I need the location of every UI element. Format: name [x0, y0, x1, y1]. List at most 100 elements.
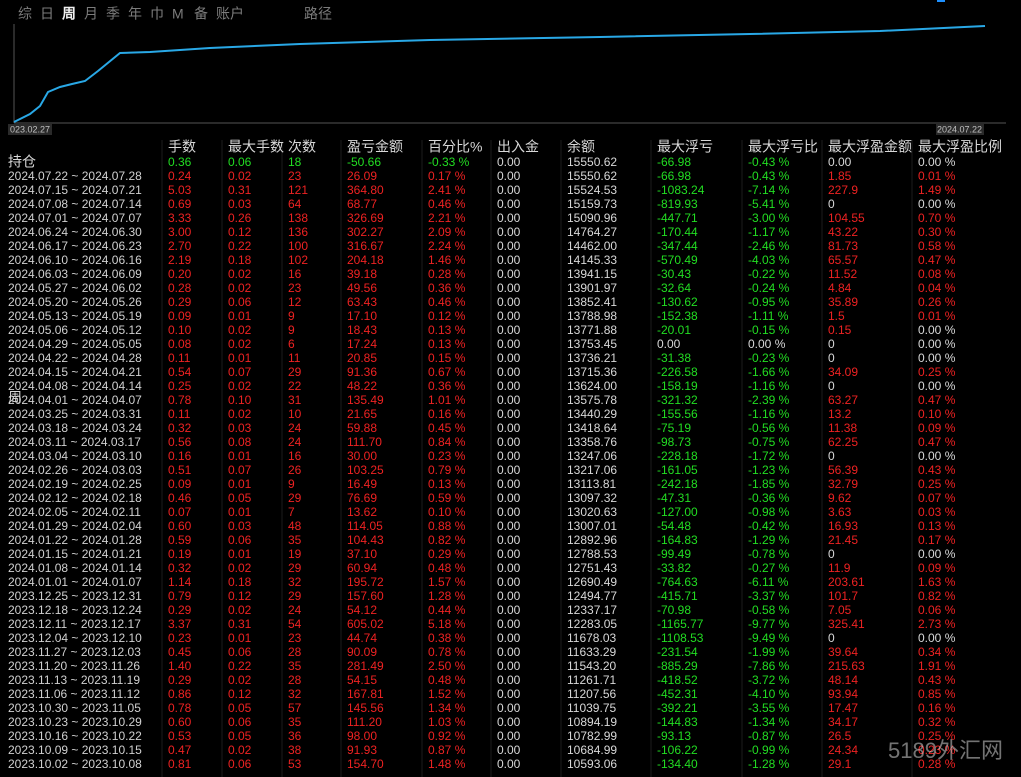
table-cell: 16: [288, 267, 302, 281]
table-cell: 19: [288, 547, 302, 561]
table-cell: 13.62: [347, 505, 377, 519]
table-cell: 0.03: [228, 421, 252, 435]
period-cell: 2024.04.22 ~ 2024.04.28: [8, 351, 142, 365]
table-cell: -885.29: [657, 659, 698, 673]
table-cell: 17.24: [347, 337, 377, 351]
table-cell: 0.01: [228, 449, 252, 463]
tab[interactable]: 路径: [304, 6, 332, 22]
table-cell: -155.56: [657, 407, 698, 421]
table-cell: 0.32: [168, 561, 192, 575]
table-cell: -0.36 %: [748, 491, 790, 505]
table-cell: 63.27: [828, 393, 858, 407]
table-cell: 53: [288, 757, 302, 771]
table-cell: 2.21 %: [428, 211, 466, 225]
table-cell: 111.70: [347, 435, 382, 449]
table-cell: 1.48 %: [428, 757, 466, 771]
table-cell: -226.58: [657, 365, 698, 379]
table-cell: 62.25: [828, 435, 858, 449]
table-cell: -0.58 %: [748, 603, 790, 617]
table-cell: -1.99 %: [748, 645, 790, 659]
table-cell: 0: [828, 379, 835, 393]
equity-curve-panel: 023.02.27 2024.07.22: [8, 24, 1006, 135]
period-cell: 2024.04.08 ~ 2024.04.14: [8, 379, 142, 393]
table-cell: -321.32: [657, 393, 698, 407]
table-cell: 0: [828, 337, 835, 351]
table-cell: 38: [288, 743, 302, 757]
tab[interactable]: 账户: [216, 6, 244, 22]
tab[interactable]: 综: [18, 6, 32, 22]
table-cell: 0.06: [228, 155, 252, 169]
table-cell: 0.06: [228, 533, 252, 547]
date-label-bg: [936, 124, 984, 135]
table-cell: 0.00: [497, 253, 521, 267]
table-cell: 0.00 %: [918, 631, 956, 645]
table-cell: 13941.15: [567, 267, 617, 281]
table-cell: -0.24 %: [748, 281, 790, 295]
table-cell: 0.13 %: [428, 337, 466, 351]
table-cell: 10894.19: [567, 715, 617, 729]
tab[interactable]: 周: [62, 6, 76, 22]
tab[interactable]: 巾: [150, 6, 164, 22]
table-cell: 0.00: [497, 435, 521, 449]
table-cell: 22: [288, 379, 302, 393]
table-cell: 1.52 %: [428, 687, 466, 701]
period-cell: 2023.12.11 ~ 2023.12.17: [8, 617, 141, 631]
table-cell: 0.28: [168, 281, 192, 295]
table-cell: 0.82 %: [428, 533, 466, 547]
period-cell: 2023.10.23 ~ 2023.10.29: [8, 715, 142, 729]
table-cell: 0.00: [497, 365, 521, 379]
table-cell: 0.84 %: [428, 435, 466, 449]
table-cell: 11543.20: [567, 659, 616, 673]
table-cell: 13097.32: [567, 491, 617, 505]
table-cell: 0.02: [228, 673, 252, 687]
period-cell: 2024.01.29 ~ 2024.02.04: [8, 519, 142, 533]
table-cell: 326.69: [347, 211, 384, 225]
table-cell: 0.25 %: [918, 729, 956, 743]
table-cell: -0.23 %: [748, 351, 790, 365]
table-cell: 0.00: [497, 351, 521, 365]
table-cell: 0.00: [497, 477, 521, 491]
table-cell: 0.06: [228, 295, 252, 309]
table-cell: -1165.77: [657, 617, 704, 631]
table-cell: 29: [288, 561, 302, 575]
tab[interactable]: M: [172, 6, 184, 22]
table-cell: 0.00 %: [918, 449, 956, 463]
table-cell: 0.00: [497, 533, 521, 547]
tab[interactable]: 备: [194, 6, 208, 22]
table-cell: 0.22: [228, 239, 252, 253]
table-cell: 0.36: [168, 155, 192, 169]
tab[interactable]: 年: [128, 6, 142, 22]
tab[interactable]: 季: [106, 6, 120, 22]
table-cell: 29: [288, 365, 302, 379]
table-cell: -0.75 %: [748, 435, 790, 449]
table-cell: 54: [288, 617, 302, 631]
column-header: 出入金: [497, 139, 539, 155]
period-cell: 2023.11.13 ~ 2023.11.19: [8, 673, 140, 687]
table-cell: 11207.56: [567, 687, 616, 701]
table-cell: 0.17 %: [428, 169, 466, 183]
table-cell: 0.29: [168, 673, 192, 687]
curve-end-label: 2024.07.22: [937, 124, 982, 134]
table-cell: -0.98 %: [748, 505, 790, 519]
period-cell: 2024.06.24 ~ 2024.06.30: [8, 225, 142, 239]
period-cell: 2024.04.29 ~ 2024.05.05: [8, 337, 142, 351]
table-cell: 26: [288, 463, 302, 477]
table-cell: 93.94: [828, 687, 858, 701]
table-cell: 2.09 %: [428, 225, 466, 239]
table-cell: 1.63 %: [918, 575, 956, 589]
table-cell: 2.70: [168, 239, 192, 253]
tab[interactable]: 月: [84, 6, 98, 22]
table-cell: 0.00: [497, 393, 521, 407]
table-cell: -9.77 %: [748, 617, 790, 631]
table-cell: 43.22: [828, 225, 858, 239]
table-cell: 364.80: [347, 183, 384, 197]
tab[interactable]: 日: [40, 6, 54, 22]
table-cell: -415.71: [657, 589, 698, 603]
table-cell: 12337.17: [567, 603, 617, 617]
table-cell: 0.00: [497, 407, 521, 421]
table-cell: 0.03: [228, 197, 252, 211]
period-cell: 2024.07.22 ~ 2024.07.28: [8, 169, 142, 183]
table-cell: 0.44 %: [428, 603, 466, 617]
table-cell: 0.00: [497, 645, 521, 659]
